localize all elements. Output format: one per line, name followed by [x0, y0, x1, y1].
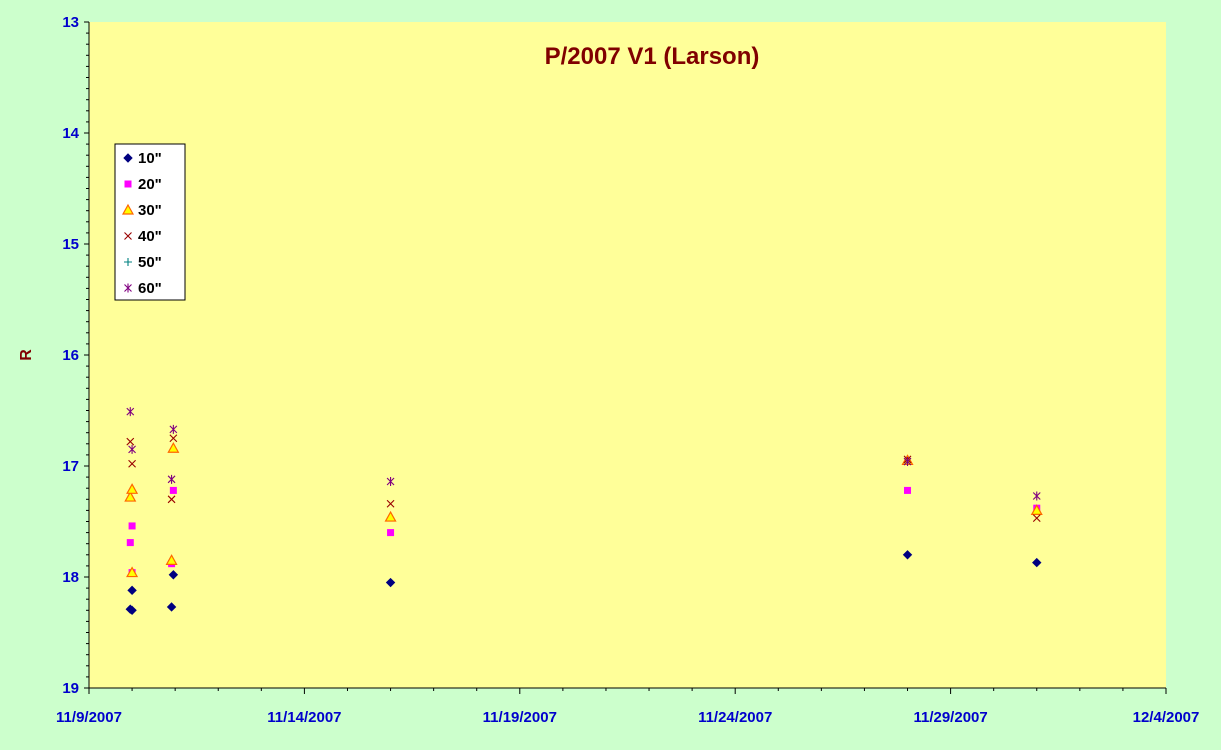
data-point	[169, 486, 177, 494]
data-point	[128, 522, 136, 530]
y-tick-label: 17	[62, 458, 79, 475]
data-point	[1032, 514, 1041, 523]
chart-title: P/2007 V1 (Larson)	[545, 43, 760, 70]
data-point	[385, 577, 396, 588]
legend-marker	[124, 232, 132, 240]
series-3	[126, 434, 1041, 523]
data-point	[387, 529, 395, 537]
legend-marker	[123, 153, 133, 163]
legend-label: 60"	[138, 280, 162, 297]
data-point	[167, 474, 176, 484]
data-point	[168, 570, 179, 580]
legend-marker	[124, 180, 132, 188]
data-point	[904, 486, 912, 494]
data-point	[1032, 491, 1041, 501]
legend-label: 20"	[138, 176, 162, 193]
legend: 10" 20" 30" 40" 50" 60"	[114, 143, 186, 301]
data-point	[165, 554, 178, 565]
data-marks	[124, 407, 1043, 616]
legend-marker	[121, 203, 135, 215]
data-point	[126, 539, 134, 547]
legend-box	[114, 143, 186, 301]
legend-marker	[124, 283, 132, 293]
y-tick-label: 14	[62, 125, 79, 142]
data-point	[126, 566, 139, 578]
data-point	[386, 499, 395, 508]
data-point	[902, 550, 913, 560]
y-tick-label: 19	[62, 680, 79, 697]
legend-marker	[124, 258, 132, 266]
data-point	[166, 602, 177, 612]
x-tick-label: 11/29/2007	[913, 709, 987, 726]
y-tick-label: 18	[62, 569, 79, 586]
data-point	[386, 477, 395, 487]
data-point	[169, 434, 178, 443]
x-tick-label: 12/4/2007	[1133, 709, 1200, 726]
axes: 13 14 15 16 17 18 19 11/9/2007 11/14/2007 11/19/2…	[56, 14, 1199, 726]
data-point	[169, 424, 178, 434]
data-point	[124, 490, 137, 502]
data-point	[167, 442, 180, 453]
legend-label: 50"	[138, 254, 162, 271]
y-tick-label: 16	[62, 347, 79, 364]
y-axis-label: R	[18, 349, 35, 361]
legend-label: 10"	[138, 150, 162, 167]
data-point	[126, 437, 135, 446]
plot-area	[89, 22, 1166, 688]
data-point	[127, 605, 137, 616]
legend-label: 30"	[138, 202, 162, 219]
x-tick-label: 11/19/2007	[483, 709, 557, 726]
series-5	[126, 407, 1041, 501]
data-point	[903, 457, 912, 467]
data-point	[384, 510, 397, 522]
data-point	[1030, 504, 1043, 516]
data-point	[127, 585, 137, 596]
legend-label: 40"	[138, 228, 162, 245]
data-point	[128, 444, 136, 454]
x-tick-label: 11/14/2007	[267, 709, 341, 726]
data-point	[167, 495, 176, 504]
data-point	[1032, 557, 1042, 568]
y-tick-label: 15	[62, 236, 79, 253]
y-tick-label: 13	[62, 14, 79, 31]
data-point	[128, 459, 136, 468]
series-0	[125, 550, 1042, 616]
x-tick-label: 11/9/2007	[56, 709, 122, 726]
data-point	[126, 483, 139, 494]
data-point	[126, 407, 135, 417]
x-tick-label: 11/24/2007	[698, 709, 772, 726]
